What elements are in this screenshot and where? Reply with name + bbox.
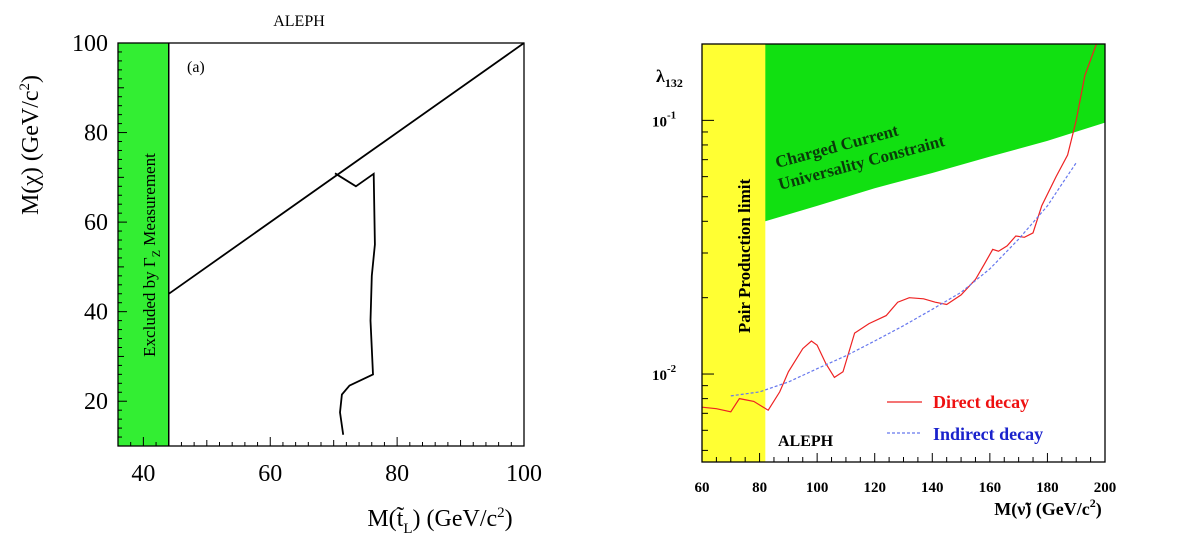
right-watermark: ALEPH <box>778 433 834 450</box>
pair-production-band <box>702 44 766 462</box>
right-y-tick-label: 10-2 <box>652 363 677 384</box>
left-x-tick-label: 40 <box>131 461 155 487</box>
left-plot-frame <box>117 42 525 447</box>
right-chart: 60 80 100 120 140 160 180 200 10-2 10-1 Pair Prod… <box>652 43 1117 520</box>
right-x-tick-label: 160 <box>979 480 1002 496</box>
kinematic-limit-line <box>168 42 525 295</box>
pair-production-label: Pair Production limit <box>735 179 754 334</box>
left-chart-title: ALEPH <box>273 13 325 30</box>
charged-current-universality-region <box>702 44 1105 253</box>
left-x-tick-label: 60 <box>258 461 282 487</box>
left-x-tick-label: 80 <box>385 461 409 487</box>
left-y-axis-label: M(χ) (GeV/c2) <box>17 75 44 215</box>
left-x-tick-label: 100 <box>506 461 542 487</box>
left-y-tick-label: 100 <box>72 31 108 57</box>
left-x-axis-label: M(t̃L) (GeV/c2) <box>367 505 512 537</box>
right-x-tick-label: 100 <box>806 480 829 496</box>
right-x-tick-label: 180 <box>1036 480 1059 496</box>
left-y-tick-label: 40 <box>84 300 108 326</box>
legend-indirect-decay-label: Indirect decay <box>933 424 1043 444</box>
left-y-tick-label: 80 <box>84 121 108 147</box>
right-chart-lines <box>701 43 1097 413</box>
excluded-gamma-z-band <box>118 43 169 446</box>
right-x-tick-label: 60 <box>695 480 710 496</box>
right-x-tick-label: 140 <box>921 480 944 496</box>
left-y-tick-label: 20 <box>84 389 108 415</box>
left-chart-lines <box>168 42 525 446</box>
panel-label-a: (a) <box>187 59 205 76</box>
right-x-tick-label: 80 <box>752 480 767 496</box>
direct-decay-curve <box>701 43 1097 413</box>
excluded-band-label: Excluded by ΓZ Measurement <box>140 153 163 357</box>
left-y-tick-label: 60 <box>84 210 108 236</box>
right-y-tick-label: 10-1 <box>652 109 676 130</box>
right-x-tick-label: 120 <box>863 480 886 496</box>
left-chart: ALEPH 40 60 80 100 20 40 60 80 100 (a) Excluded … <box>17 13 542 537</box>
right-x-axis-label: M(ν̃) (GeV/c2) <box>994 496 1102 520</box>
right-x-tick-label: 200 <box>1094 480 1117 496</box>
exclusion-contour-line <box>334 172 376 435</box>
left-axis-ticks: 40 60 80 100 20 40 60 80 100 <box>72 31 542 487</box>
right-y-axis-label: λ132 <box>656 66 683 90</box>
legend-direct-decay-label: Direct decay <box>933 392 1029 412</box>
